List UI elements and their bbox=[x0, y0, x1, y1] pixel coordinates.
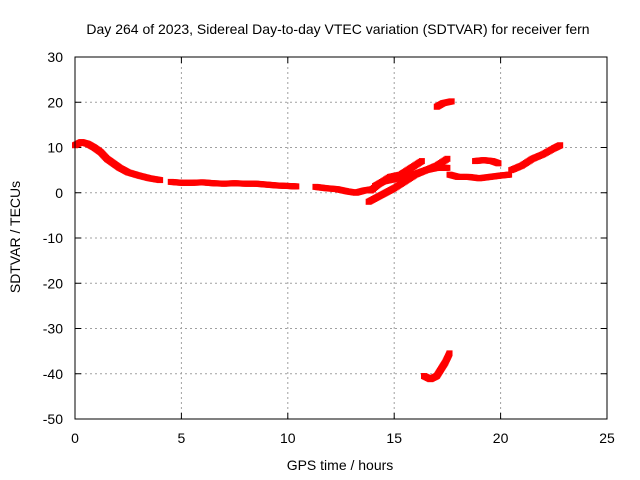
x-tick-label: 25 bbox=[599, 430, 615, 446]
x-tick-label: 0 bbox=[71, 430, 79, 446]
y-tick-label: -50 bbox=[43, 411, 63, 427]
chart-title: Day 264 of 2023, Sidereal Day-to-day VTE… bbox=[86, 21, 589, 37]
x-tick-label: 10 bbox=[280, 430, 296, 446]
y-tick-label: -40 bbox=[43, 366, 63, 382]
y-tick-label: 20 bbox=[47, 94, 63, 110]
y-tick-label: 0 bbox=[55, 185, 63, 201]
data-point bbox=[444, 164, 451, 171]
data-point bbox=[157, 177, 164, 184]
x-tick-label: 5 bbox=[178, 430, 186, 446]
data-point bbox=[557, 142, 564, 149]
series-main-trace-8 bbox=[472, 157, 502, 167]
axis-ticks: 0 5 10 15 20 25 -50 -40 -30 -20 -10 0 10 20 30 bbox=[43, 49, 615, 446]
series-main-trace-6 bbox=[372, 155, 451, 189]
data-layer bbox=[72, 98, 564, 383]
x-axis-title: GPS time / hours bbox=[287, 457, 394, 473]
y-tick-label: -20 bbox=[43, 275, 63, 291]
series-main-trace-9 bbox=[508, 142, 564, 174]
x-tick-label: 15 bbox=[386, 430, 402, 446]
plot-area-frame bbox=[74, 56, 608, 420]
series-lower-arc bbox=[420, 350, 453, 383]
grid-lines bbox=[75, 57, 607, 419]
y-tick-label: 30 bbox=[47, 49, 63, 65]
y-tick-label: 10 bbox=[47, 140, 63, 156]
series-upper-arc bbox=[433, 98, 455, 110]
x-tick-label: 20 bbox=[493, 430, 509, 446]
data-point bbox=[446, 350, 453, 357]
series-main-trace-1 bbox=[72, 139, 164, 184]
y-axis-title: SDTVAR / TECUs bbox=[7, 181, 23, 293]
y-tick-label: -30 bbox=[43, 321, 63, 337]
data-point bbox=[495, 160, 502, 167]
data-point bbox=[418, 158, 425, 165]
series-main-trace-7 bbox=[446, 171, 513, 182]
data-point bbox=[448, 98, 455, 105]
series-main-trace-2 bbox=[167, 178, 300, 190]
data-point bbox=[506, 171, 513, 178]
data-point bbox=[293, 183, 300, 190]
y-tick-label: -10 bbox=[43, 230, 63, 246]
data-point bbox=[444, 155, 451, 162]
series-main-trace-3 bbox=[312, 183, 376, 196]
